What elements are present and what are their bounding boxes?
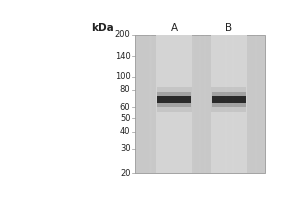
Text: 60: 60 xyxy=(120,103,130,112)
Text: kDa: kDa xyxy=(91,23,114,33)
Bar xyxy=(212,96,246,103)
Text: 20: 20 xyxy=(120,169,130,178)
Bar xyxy=(135,35,266,173)
Bar xyxy=(156,35,192,173)
Bar xyxy=(158,96,191,103)
Bar xyxy=(212,87,246,112)
Text: B: B xyxy=(225,23,233,33)
Text: 140: 140 xyxy=(115,52,130,61)
Text: 30: 30 xyxy=(120,144,130,153)
Bar xyxy=(212,92,246,107)
Text: A: A xyxy=(171,23,178,33)
Bar xyxy=(157,92,191,107)
Text: 100: 100 xyxy=(115,72,130,81)
Text: 200: 200 xyxy=(115,30,130,39)
Text: 80: 80 xyxy=(120,85,130,94)
Bar xyxy=(157,87,192,112)
Bar xyxy=(211,35,247,173)
Text: 40: 40 xyxy=(120,127,130,136)
Text: 50: 50 xyxy=(120,114,130,123)
